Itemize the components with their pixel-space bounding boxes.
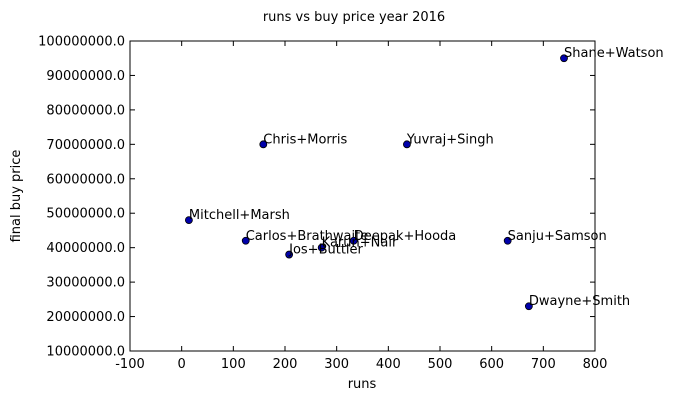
x-tick-label: 100 [221, 357, 246, 372]
point-label: Shane+Watson [564, 46, 664, 61]
data-point [403, 140, 411, 149]
plot-frame [129, 40, 596, 352]
point-label: Dwayne+Smith [529, 294, 630, 309]
chart-title: runs vs buy price year 2016 [263, 10, 445, 25]
point-label: Chris+Morris [263, 132, 347, 147]
x-tick-label: 200 [273, 357, 298, 372]
x-axis: -100 0 100 200 300 400 500 600 700 800 [115, 41, 607, 372]
data-point [349, 236, 358, 245]
y-tick-label: 40000000.0 [46, 241, 125, 256]
y-tick-label: 60000000.0 [46, 172, 125, 187]
y-tick-label: 70000000.0 [46, 138, 125, 153]
y-tick-label: 10000000.0 [46, 345, 125, 360]
x-tick-label: 600 [479, 357, 504, 372]
data-point [317, 243, 326, 252]
data-point [285, 250, 294, 259]
y-tick-label: 50000000.0 [46, 207, 125, 222]
point-label: Jos+Buttler [288, 243, 363, 258]
x-tick-label: 700 [531, 357, 556, 372]
x-tick-label: 800 [583, 357, 608, 372]
x-tick-label: -100 [115, 357, 145, 372]
data-point [503, 236, 512, 245]
data-point [560, 54, 568, 63]
point-label: Karun+Nair [322, 236, 398, 251]
x-tick-label: 400 [376, 357, 401, 372]
y-tick-label: 100000000.0 [38, 35, 125, 50]
y-tick-label: 20000000.0 [46, 310, 125, 325]
y-axis-label: final buy price [9, 150, 24, 243]
x-tick-label: 500 [428, 357, 453, 372]
point-label: Deepak+Hooda [354, 229, 457, 244]
data-point [259, 140, 268, 149]
y-tick-label: 80000000.0 [46, 103, 125, 118]
x-tick-label: 300 [324, 357, 349, 372]
data-point [241, 236, 250, 245]
plot-area [130, 41, 595, 351]
point-label: Mitchell+Marsh [189, 208, 290, 223]
x-tick-label: 0 [178, 357, 186, 372]
point-label: Carlos+Brathwaite [246, 229, 369, 244]
x-axis-label: runs [348, 377, 377, 392]
data-points: Shane+Watson Chris+Morris Yuvraj+Singh Mitc… [184, 46, 664, 311]
point-label: Sanju+Samson [508, 229, 607, 244]
data-point [184, 216, 193, 225]
point-label: Yuvraj+Singh [406, 132, 494, 147]
y-axis: 10000000.0 20000000.0 30000000.0 40000000.0… [38, 35, 595, 360]
y-tick-label: 90000000.0 [46, 69, 125, 84]
data-point [524, 302, 533, 311]
y-tick-label: 30000000.0 [46, 276, 125, 291]
